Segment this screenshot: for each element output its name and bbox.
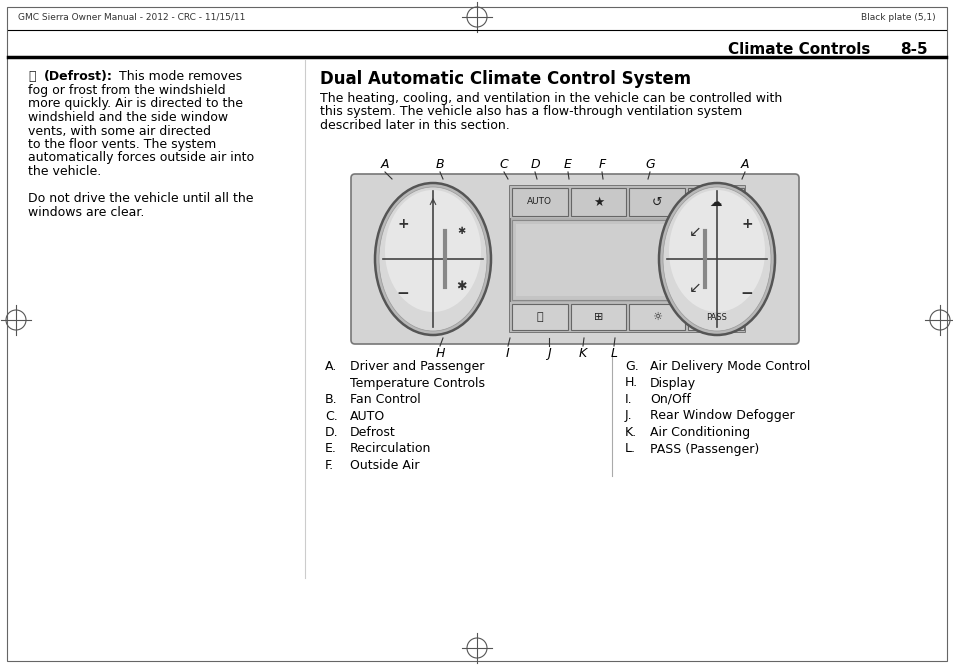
Text: this system. The vehicle also has a flow-through ventilation system: this system. The vehicle also has a flow… bbox=[319, 106, 741, 118]
Text: A: A bbox=[740, 158, 748, 171]
Text: Temperature Controls: Temperature Controls bbox=[350, 377, 484, 389]
Text: I: I bbox=[506, 347, 509, 360]
Text: Black plate (5,1): Black plate (5,1) bbox=[861, 13, 935, 22]
Text: L.: L. bbox=[624, 442, 636, 456]
Text: B: B bbox=[436, 158, 444, 171]
Text: Outside Air: Outside Air bbox=[350, 459, 419, 472]
Bar bbox=[629, 188, 684, 216]
Text: automatically forces outside air into: automatically forces outside air into bbox=[28, 152, 253, 164]
Text: ⊞: ⊞ bbox=[594, 312, 602, 322]
Text: Recirculation: Recirculation bbox=[350, 442, 431, 456]
Text: to the floor vents. The system: to the floor vents. The system bbox=[28, 138, 216, 151]
Ellipse shape bbox=[375, 183, 491, 335]
Text: This mode removes: This mode removes bbox=[111, 70, 242, 83]
Text: AUTO: AUTO bbox=[350, 409, 385, 422]
Text: 8-5: 8-5 bbox=[900, 42, 927, 57]
Text: Climate Controls: Climate Controls bbox=[727, 42, 869, 57]
Text: D: D bbox=[530, 158, 539, 171]
Text: ✱: ✱ bbox=[456, 281, 466, 293]
Bar bbox=[570, 188, 626, 216]
Bar bbox=[510, 186, 744, 332]
Text: C: C bbox=[499, 158, 508, 171]
Text: PASS (Passenger): PASS (Passenger) bbox=[649, 442, 759, 456]
Text: −: − bbox=[396, 287, 409, 301]
Text: ↙: ↙ bbox=[688, 224, 700, 238]
Ellipse shape bbox=[378, 187, 486, 331]
Text: G: G bbox=[644, 158, 654, 171]
Text: I.: I. bbox=[624, 393, 632, 406]
Bar bbox=[512, 188, 567, 216]
Text: Air Conditioning: Air Conditioning bbox=[649, 426, 749, 439]
Text: B.: B. bbox=[325, 393, 337, 406]
Text: ⏻: ⏻ bbox=[536, 312, 542, 322]
Text: K.: K. bbox=[624, 426, 637, 439]
Text: vents, with some air directed: vents, with some air directed bbox=[28, 124, 211, 138]
Text: Dual Automatic Climate Control System: Dual Automatic Climate Control System bbox=[319, 70, 690, 88]
Bar bbox=[510, 302, 744, 332]
Text: +: + bbox=[396, 217, 409, 231]
Text: F.: F. bbox=[325, 459, 334, 472]
Text: ★: ★ bbox=[593, 196, 603, 208]
Text: windshield and the side window: windshield and the side window bbox=[28, 111, 228, 124]
Text: Fan Control: Fan Control bbox=[350, 393, 420, 406]
Text: C.: C. bbox=[325, 409, 337, 422]
Text: E.: E. bbox=[325, 442, 336, 456]
Text: ☁: ☁ bbox=[709, 196, 721, 208]
Bar bbox=[687, 304, 743, 330]
Text: ↙: ↙ bbox=[688, 279, 700, 295]
Bar bbox=[516, 224, 739, 296]
Text: H.: H. bbox=[624, 377, 638, 389]
Text: D.: D. bbox=[325, 426, 338, 439]
Bar bbox=[570, 304, 626, 330]
Text: On/Off: On/Off bbox=[649, 393, 690, 406]
Text: Defrost: Defrost bbox=[350, 426, 395, 439]
Text: PASS: PASS bbox=[705, 313, 726, 321]
Text: AUTO: AUTO bbox=[527, 198, 552, 206]
Text: J: J bbox=[547, 347, 550, 360]
Bar bbox=[629, 304, 684, 330]
Text: ↺: ↺ bbox=[652, 196, 662, 208]
Text: A.: A. bbox=[325, 360, 337, 373]
Text: ⓘ: ⓘ bbox=[28, 70, 35, 83]
Bar bbox=[512, 220, 742, 300]
Text: fog or frost from the windshield: fog or frost from the windshield bbox=[28, 84, 226, 97]
Bar bbox=[687, 188, 743, 216]
Text: GMC Sierra Owner Manual - 2012 - CRC - 11/15/11: GMC Sierra Owner Manual - 2012 - CRC - 1… bbox=[18, 13, 245, 22]
Text: Do not drive the vehicle until all the: Do not drive the vehicle until all the bbox=[28, 192, 253, 205]
Ellipse shape bbox=[385, 190, 480, 312]
Ellipse shape bbox=[662, 187, 770, 331]
Text: H: H bbox=[435, 347, 444, 360]
Text: E: E bbox=[563, 158, 572, 171]
Text: Rear Window Defogger: Rear Window Defogger bbox=[649, 409, 794, 422]
Bar bbox=[510, 186, 744, 218]
Text: Air Delivery Mode Control: Air Delivery Mode Control bbox=[649, 360, 809, 373]
Text: F: F bbox=[598, 158, 605, 171]
Text: ☼: ☼ bbox=[652, 312, 661, 322]
Text: K: K bbox=[578, 347, 586, 360]
Text: described later in this section.: described later in this section. bbox=[319, 119, 509, 132]
Text: −: − bbox=[740, 287, 753, 301]
Text: more quickly. Air is directed to the: more quickly. Air is directed to the bbox=[28, 98, 243, 110]
Bar bbox=[512, 304, 567, 330]
Text: The heating, cooling, and ventilation in the vehicle can be controlled with: The heating, cooling, and ventilation in… bbox=[319, 92, 781, 105]
Text: Display: Display bbox=[649, 377, 696, 389]
Text: L: L bbox=[610, 347, 617, 360]
Ellipse shape bbox=[659, 183, 774, 335]
Text: A: A bbox=[380, 158, 389, 171]
Ellipse shape bbox=[668, 190, 764, 312]
Text: G.: G. bbox=[624, 360, 639, 373]
Text: the vehicle.: the vehicle. bbox=[28, 165, 101, 178]
Text: windows are clear.: windows are clear. bbox=[28, 206, 144, 218]
FancyBboxPatch shape bbox=[351, 174, 799, 344]
Text: ✱: ✱ bbox=[456, 226, 464, 236]
Text: Driver and Passenger: Driver and Passenger bbox=[350, 360, 484, 373]
Text: +: + bbox=[740, 217, 752, 231]
Text: J.: J. bbox=[624, 409, 632, 422]
Text: (Defrost):: (Defrost): bbox=[44, 70, 112, 83]
